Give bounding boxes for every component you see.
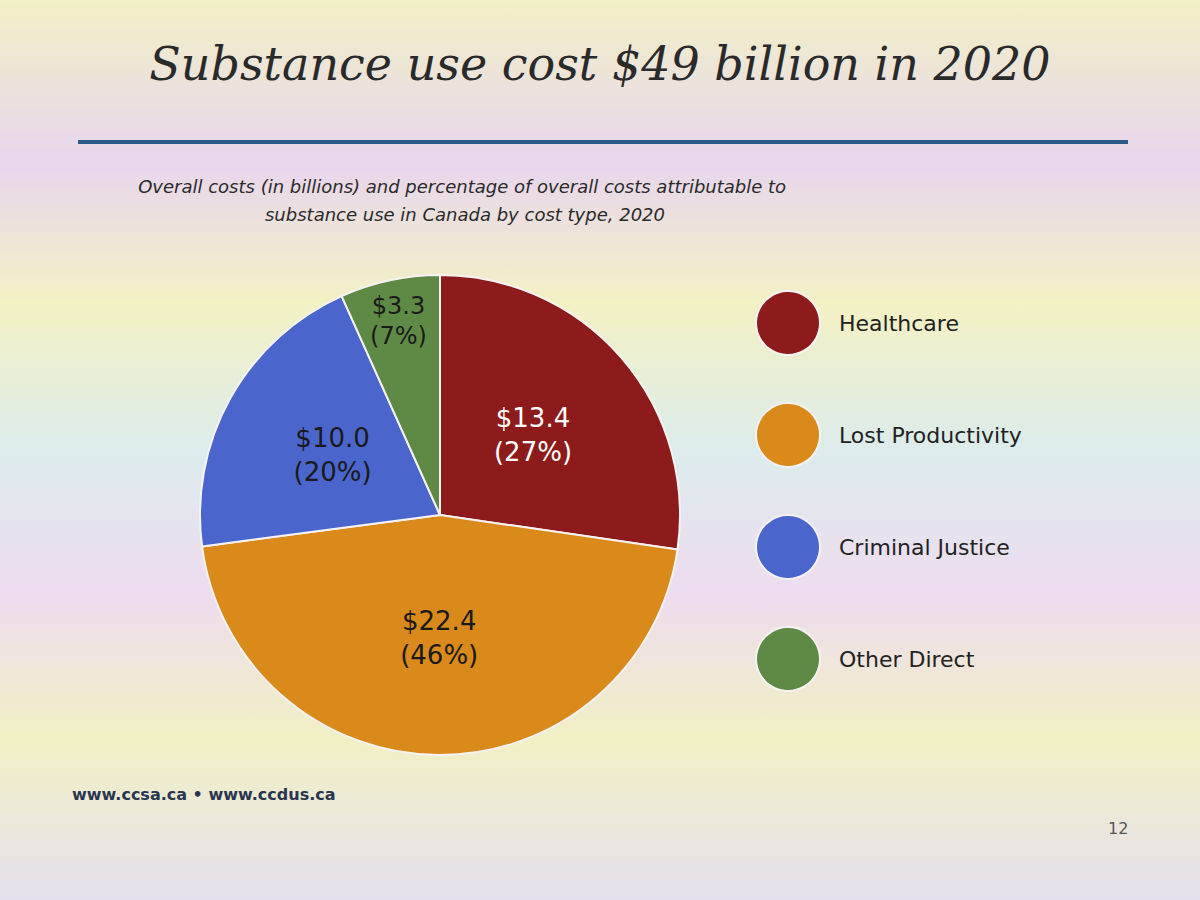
svg-text:$3.3: $3.3 — [372, 292, 425, 320]
svg-text:www.ccsa.ca • www.ccdus.ca: www.ccsa.ca • www.ccdus.ca — [72, 785, 336, 804]
svg-text:12: 12 — [1108, 819, 1128, 838]
svg-text:Other Direct: Other Direct — [839, 647, 975, 672]
svg-text:Healthcare: Healthcare — [839, 311, 959, 336]
svg-text:substance use in Canada by cos: substance use in Canada by cost type, 20… — [265, 204, 665, 225]
svg-text:$13.4: $13.4 — [496, 403, 570, 433]
svg-text:Criminal Justice: Criminal Justice — [839, 535, 1010, 560]
svg-text:Substance use cost $49 billion: Substance use cost $49 billion in 2020 — [149, 37, 1050, 91]
svg-text:$22.4: $22.4 — [402, 606, 476, 636]
svg-text:(46%): (46%) — [400, 640, 478, 670]
svg-text:Overall costs (in billions) an: Overall costs (in billions) and percenta… — [138, 176, 792, 197]
svg-text:(27%): (27%) — [494, 437, 572, 467]
svg-text:(20%): (20%) — [294, 457, 372, 487]
svg-text:Lost Productivity: Lost Productivity — [839, 423, 1022, 448]
svg-text:(7%): (7%) — [370, 322, 427, 350]
svg-text:$10.0: $10.0 — [295, 423, 369, 453]
